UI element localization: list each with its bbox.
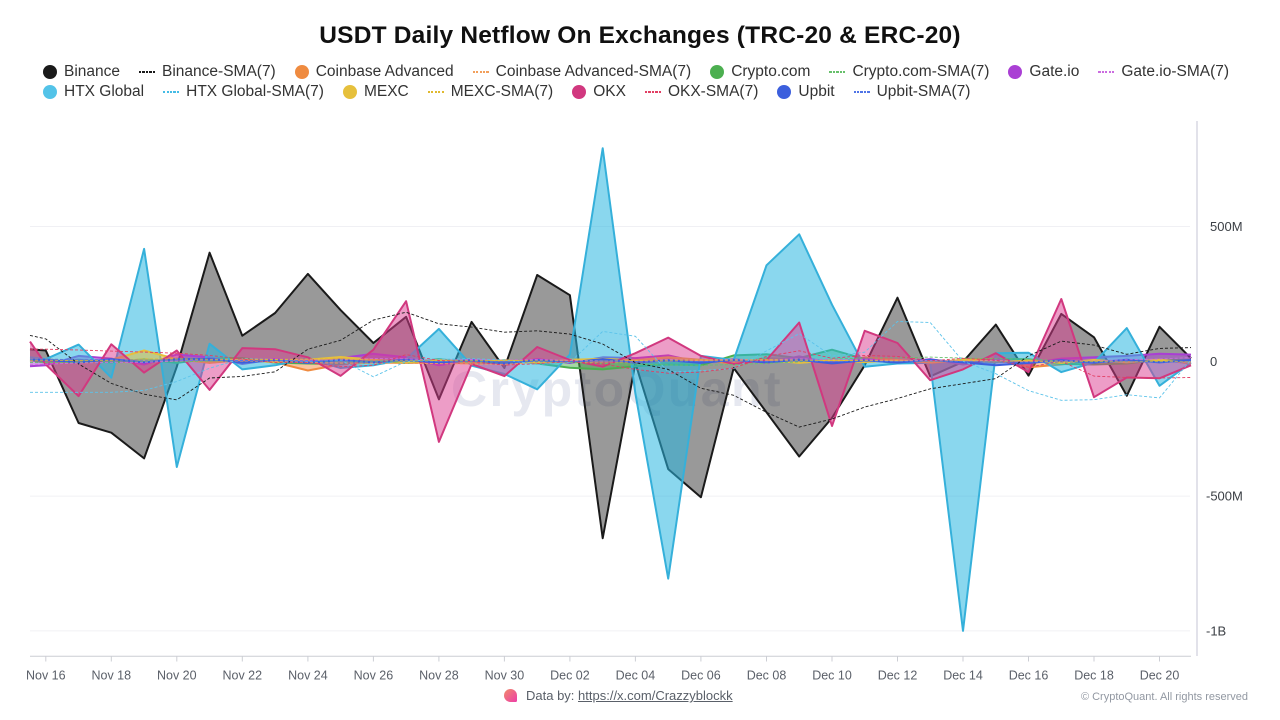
svg-text:-1B: -1B [1206,624,1226,639]
svg-text:Nov 16: Nov 16 [26,669,66,683]
svg-text:Dec 08: Dec 08 [747,669,787,683]
svg-text:Nov 20: Nov 20 [157,669,197,683]
svg-text:Nov 18: Nov 18 [91,669,131,683]
svg-text:-500M: -500M [1206,489,1243,504]
svg-text:Dec 12: Dec 12 [878,669,918,683]
svg-text:Nov 22: Nov 22 [222,669,262,683]
svg-text:Nov 28: Nov 28 [419,669,459,683]
svg-text:500M: 500M [1210,219,1243,234]
svg-text:Dec 06: Dec 06 [681,669,721,683]
svg-text:Dec 20: Dec 20 [1140,669,1180,683]
svg-text:Dec 02: Dec 02 [550,669,590,683]
svg-text:Dec 04: Dec 04 [616,669,656,683]
svg-text:Dec 18: Dec 18 [1074,669,1114,683]
svg-text:Nov 30: Nov 30 [485,669,525,683]
svg-text:Dec 10: Dec 10 [812,669,852,683]
svg-text:Nov 24: Nov 24 [288,669,328,683]
svg-text:0: 0 [1210,354,1217,369]
svg-text:Dec 16: Dec 16 [1009,669,1049,683]
svg-text:Nov 26: Nov 26 [354,669,394,683]
svg-text:Dec 14: Dec 14 [943,669,983,683]
